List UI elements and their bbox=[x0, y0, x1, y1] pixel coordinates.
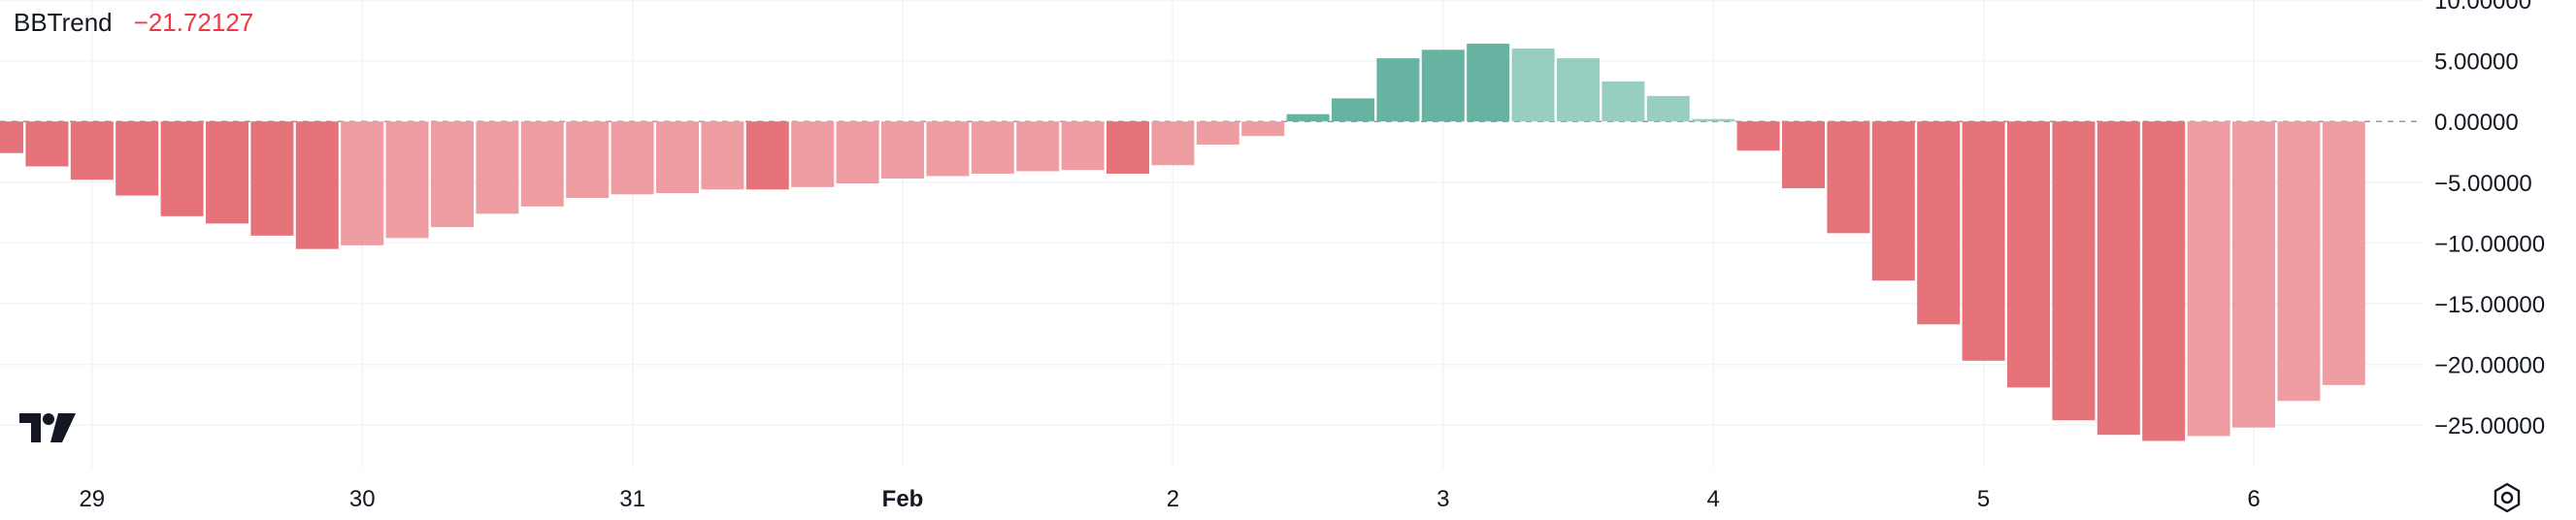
histogram-bar bbox=[1557, 58, 1600, 122]
y-tick-label: 10.00000 bbox=[2434, 0, 2531, 15]
histogram-bar bbox=[1827, 121, 1870, 234]
histogram-bar bbox=[881, 121, 924, 179]
histogram-bar bbox=[2052, 121, 2096, 421]
tradingview-logo-icon[interactable] bbox=[17, 411, 78, 444]
histogram-bar bbox=[791, 121, 835, 187]
histogram-bar bbox=[70, 121, 114, 180]
histogram-bar bbox=[971, 121, 1014, 175]
histogram-bar bbox=[116, 121, 159, 196]
x-axis: 29 30 31 Feb 2 3 4 5 6 bbox=[79, 486, 2260, 512]
indicator-legend[interactable]: BBTrend −21.72127 bbox=[14, 8, 253, 38]
x-tick-label: 4 bbox=[1707, 486, 1720, 512]
histogram-bar bbox=[1467, 44, 1510, 122]
histogram-bar bbox=[745, 121, 789, 190]
x-tick-label: 29 bbox=[79, 486, 105, 512]
histogram-bar bbox=[611, 121, 654, 195]
x-tick-label: 3 bbox=[1437, 486, 1449, 512]
histogram-bar bbox=[1602, 81, 1645, 122]
settings-gear-icon[interactable] bbox=[2491, 481, 2524, 514]
indicator-value: −21.72127 bbox=[133, 8, 254, 37]
histogram-bar bbox=[1332, 98, 1374, 122]
y-tick-label: 5.00000 bbox=[2434, 49, 2519, 76]
histogram-bar bbox=[566, 121, 610, 199]
y-tick-label: −10.00000 bbox=[2434, 231, 2545, 257]
histogram-bar bbox=[1151, 121, 1195, 166]
y-tick-label: 0.00000 bbox=[2434, 110, 2519, 136]
x-tick-label: 2 bbox=[1167, 486, 1179, 512]
histogram-bar bbox=[295, 121, 339, 249]
x-tick-label: Feb bbox=[882, 486, 924, 512]
histogram-bar bbox=[2142, 121, 2186, 441]
histogram-bar bbox=[1692, 118, 1735, 122]
histogram-bar bbox=[250, 121, 294, 236]
histogram-bar bbox=[1782, 121, 1825, 189]
histogram-bar bbox=[206, 121, 248, 224]
y-tick-label: −5.00000 bbox=[2434, 171, 2532, 197]
histogram-bar bbox=[160, 121, 204, 216]
x-tick-label: 5 bbox=[1977, 486, 1990, 512]
histogram-bar bbox=[476, 121, 519, 214]
histogram-bar bbox=[1286, 114, 1330, 122]
y-tick-label: −25.00000 bbox=[2434, 413, 2545, 439]
histogram-bar bbox=[836, 121, 879, 184]
indicator-name[interactable]: BBTrend bbox=[14, 8, 113, 37]
histogram-bar bbox=[2007, 121, 2050, 388]
histogram-bar bbox=[2097, 121, 2140, 436]
histogram-bar bbox=[25, 121, 69, 167]
x-tick-label: 6 bbox=[2247, 486, 2260, 512]
y-tick-label: −20.00000 bbox=[2434, 353, 2545, 379]
histogram-bar bbox=[1736, 121, 1780, 151]
histogram-bar bbox=[0, 121, 23, 153]
histogram-bar bbox=[1871, 121, 1915, 281]
histogram-bar bbox=[431, 121, 474, 228]
histogram-bar bbox=[1196, 121, 1239, 145]
histogram-bars bbox=[0, 44, 2365, 441]
histogram-bar bbox=[1106, 121, 1149, 175]
histogram-bar bbox=[341, 121, 384, 245]
histogram-bar bbox=[701, 121, 744, 190]
histogram-bar bbox=[1421, 49, 1465, 122]
histogram-bar bbox=[385, 121, 429, 239]
y-tick-label: −15.00000 bbox=[2434, 292, 2545, 318]
histogram-bar bbox=[926, 121, 970, 177]
histogram-bar bbox=[1376, 58, 1420, 122]
y-axis: 10.00000 5.00000 0.00000 −5.00000 −10.00000 −… bbox=[2434, 0, 2545, 439]
x-tick-label: 30 bbox=[349, 486, 376, 512]
x-tick-label: 31 bbox=[619, 486, 645, 512]
histogram-bar bbox=[2187, 121, 2230, 437]
histogram-bar bbox=[2232, 121, 2275, 428]
histogram-bar bbox=[2322, 121, 2365, 385]
histogram-bar bbox=[1061, 121, 1105, 171]
histogram-bar bbox=[2277, 121, 2321, 402]
histogram-bar bbox=[1241, 121, 1285, 137]
histogram-bar bbox=[1917, 121, 1961, 325]
histogram-bar bbox=[1016, 121, 1060, 172]
histogram-bar bbox=[1646, 95, 1690, 122]
histogram-bar bbox=[1511, 49, 1555, 122]
histogram-bar bbox=[1962, 121, 2005, 361]
histogram-bar bbox=[520, 121, 564, 207]
histogram-bar bbox=[656, 121, 699, 194]
